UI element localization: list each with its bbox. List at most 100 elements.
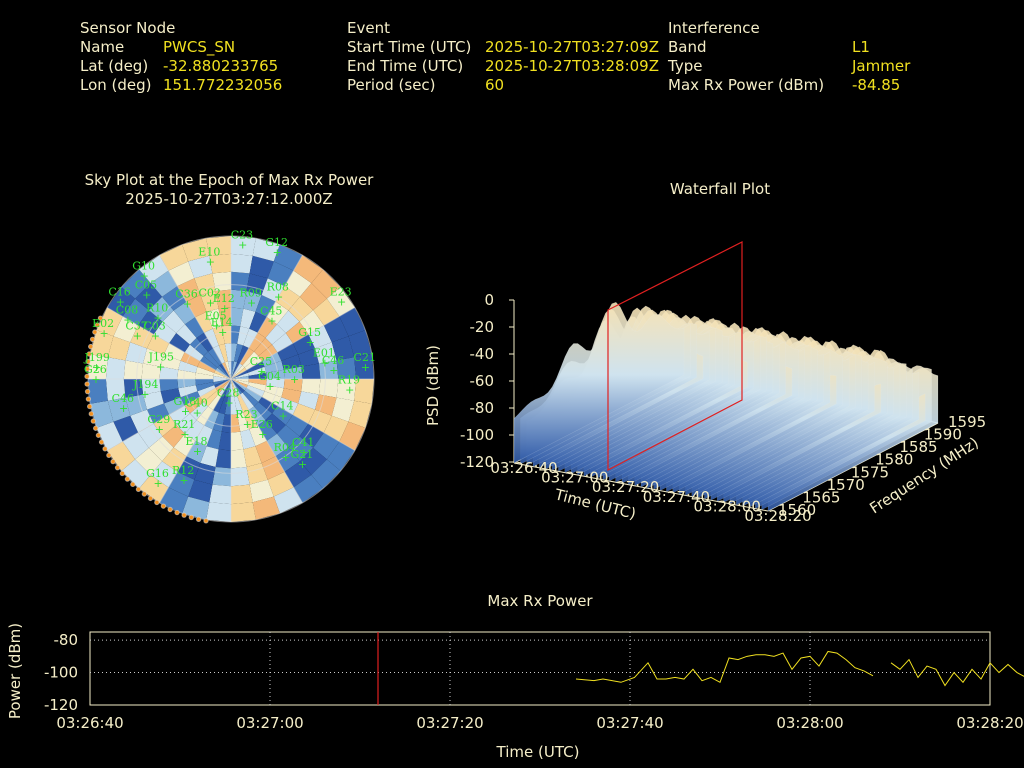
- skyplot-cell: [277, 343, 299, 361]
- event-period-value: 60: [485, 76, 505, 94]
- satellite-marker: +: [257, 365, 266, 378]
- event-end-value: 2025-10-27T03:28:09Z: [485, 57, 659, 75]
- skyplot-cell: [231, 396, 238, 415]
- maxpower-x-tick-label: 03:27:20: [416, 714, 483, 732]
- skyplot-satellite: +C37: [125, 319, 147, 342]
- satellite-marker: +: [99, 327, 108, 340]
- skyplot-cell: [169, 333, 190, 353]
- waterfall-z-label: PSD (dBm): [424, 345, 442, 426]
- skyplot-cell: [88, 379, 108, 404]
- skyplot-cell: [224, 361, 231, 379]
- skyplot-title: Sky Plot at the Epoch of Max Rx Power: [84, 171, 374, 189]
- skyplot-cell: [177, 369, 196, 379]
- skyplot-cell: [234, 395, 244, 415]
- skyplot-cell: [285, 414, 309, 437]
- skyplot-cell: [248, 332, 266, 352]
- skyplot-cell: [189, 402, 208, 421]
- skyplot-cell: [139, 474, 169, 503]
- satellite-marker: +: [193, 407, 202, 420]
- skyplot-cell: [231, 307, 244, 327]
- skyplot-satellite: +J199: [83, 351, 109, 374]
- skyplot-cell: [209, 484, 231, 505]
- skyplot-satellite: +R09: [240, 286, 262, 309]
- waterfall-y-tick-label: 1585: [899, 438, 937, 456]
- skyplot-track-dot: [188, 514, 195, 521]
- skyplot-cell: [196, 406, 214, 426]
- satellite-marker: +: [133, 329, 142, 342]
- skyplot-cell: [311, 269, 341, 299]
- skyplot-satellite: +E26: [251, 418, 273, 441]
- maxpower-x-tick-label: 03:28:00: [776, 714, 843, 732]
- skyplot-cell: [224, 379, 231, 397]
- skyplot-cell: [265, 413, 286, 434]
- waterfall-z-tick-label: -120: [460, 453, 494, 471]
- satellite-marker: +: [247, 296, 256, 309]
- skyplot-cell: [313, 432, 340, 460]
- satellite-marker: +: [267, 314, 276, 327]
- skyplot-cell: [204, 328, 219, 348]
- skyplot-epoch: 2025-10-27T03:27:12.000Z: [125, 190, 333, 208]
- skyplot-cell: [153, 414, 177, 437]
- skyplot-cell: [227, 379, 231, 397]
- satellite-label: J195: [148, 351, 174, 364]
- satellite-label: E01: [313, 346, 335, 359]
- skyplot-azimuth-line: [106, 378, 232, 451]
- skyplot-cell: [168, 261, 195, 287]
- satellite-marker: +: [181, 405, 190, 418]
- skyplot-cell: [195, 372, 214, 379]
- skyplot-cell: [135, 447, 163, 475]
- skyplot-cell: [266, 369, 285, 379]
- skyplot-track-dot: [203, 518, 209, 524]
- skyplot-cell: [281, 388, 302, 404]
- skyplot-cell: [301, 363, 321, 379]
- skyplot-cell: [243, 328, 258, 348]
- maxpower-y-tick-label: -120: [44, 696, 78, 714]
- skyplot-cell: [243, 446, 262, 467]
- skyplot-cell: [266, 379, 285, 389]
- skyplot-cell: [283, 366, 303, 379]
- satellite-label: G21: [290, 448, 313, 461]
- skyplot-cell: [200, 356, 218, 371]
- skyplot-cell: [293, 474, 323, 503]
- skyplot-cell: [257, 420, 277, 441]
- skyplot-track-dot: [92, 425, 99, 431]
- skyplot-cell: [240, 429, 256, 450]
- skyplot-cell: [186, 440, 207, 463]
- skyplot-cell: [339, 307, 366, 337]
- maxpower-x-tick-label: 03:27:40: [596, 714, 663, 732]
- skyplot-satellite: +R04: [274, 441, 296, 464]
- satellite-marker: +: [116, 296, 125, 309]
- maxpower-x-tick-label: 03:26:40: [56, 714, 123, 732]
- skyplot-cell: [254, 402, 273, 421]
- sensor-lat-label: Lat (deg): [80, 57, 149, 75]
- skyplot-cell: [243, 291, 262, 312]
- skyplot-satellite: +G16: [146, 467, 169, 490]
- satellite-marker: +: [238, 238, 247, 251]
- skyplot-cell: [176, 413, 197, 434]
- maxpower-y-tick-label: -80: [54, 631, 79, 649]
- satellite-marker: +: [218, 326, 227, 339]
- skyplot-cell: [219, 379, 231, 395]
- maxpower-series-line: [890, 658, 1024, 687]
- skyplot-satellite: +G10: [132, 260, 155, 283]
- satellite-label: G04: [258, 370, 281, 383]
- skyplot-cell: [113, 316, 139, 343]
- skyplot-satellite: +C45: [260, 304, 282, 327]
- satellite-marker: +: [140, 270, 149, 283]
- skyplot-cell: [213, 375, 231, 379]
- skyplot-satellite: +R10: [146, 302, 168, 325]
- skyplot-cell: [90, 400, 114, 428]
- skyplot-cell: [143, 348, 164, 367]
- satellite-label: C02: [198, 286, 220, 299]
- skyplot-cell: [237, 394, 249, 413]
- skyplot-cell: [107, 287, 136, 317]
- satellite-marker: +: [281, 451, 290, 464]
- satellite-marker: +: [140, 388, 149, 401]
- skyplot-track-dot: [94, 322, 101, 328]
- satellite-label: E14: [211, 316, 233, 329]
- satellite-label: E26: [251, 418, 273, 431]
- satellite-marker: +: [290, 373, 299, 386]
- skyplot-satellite: +J195: [148, 351, 174, 374]
- skyplot-cell: [331, 397, 355, 422]
- skyplot-cell: [197, 361, 216, 373]
